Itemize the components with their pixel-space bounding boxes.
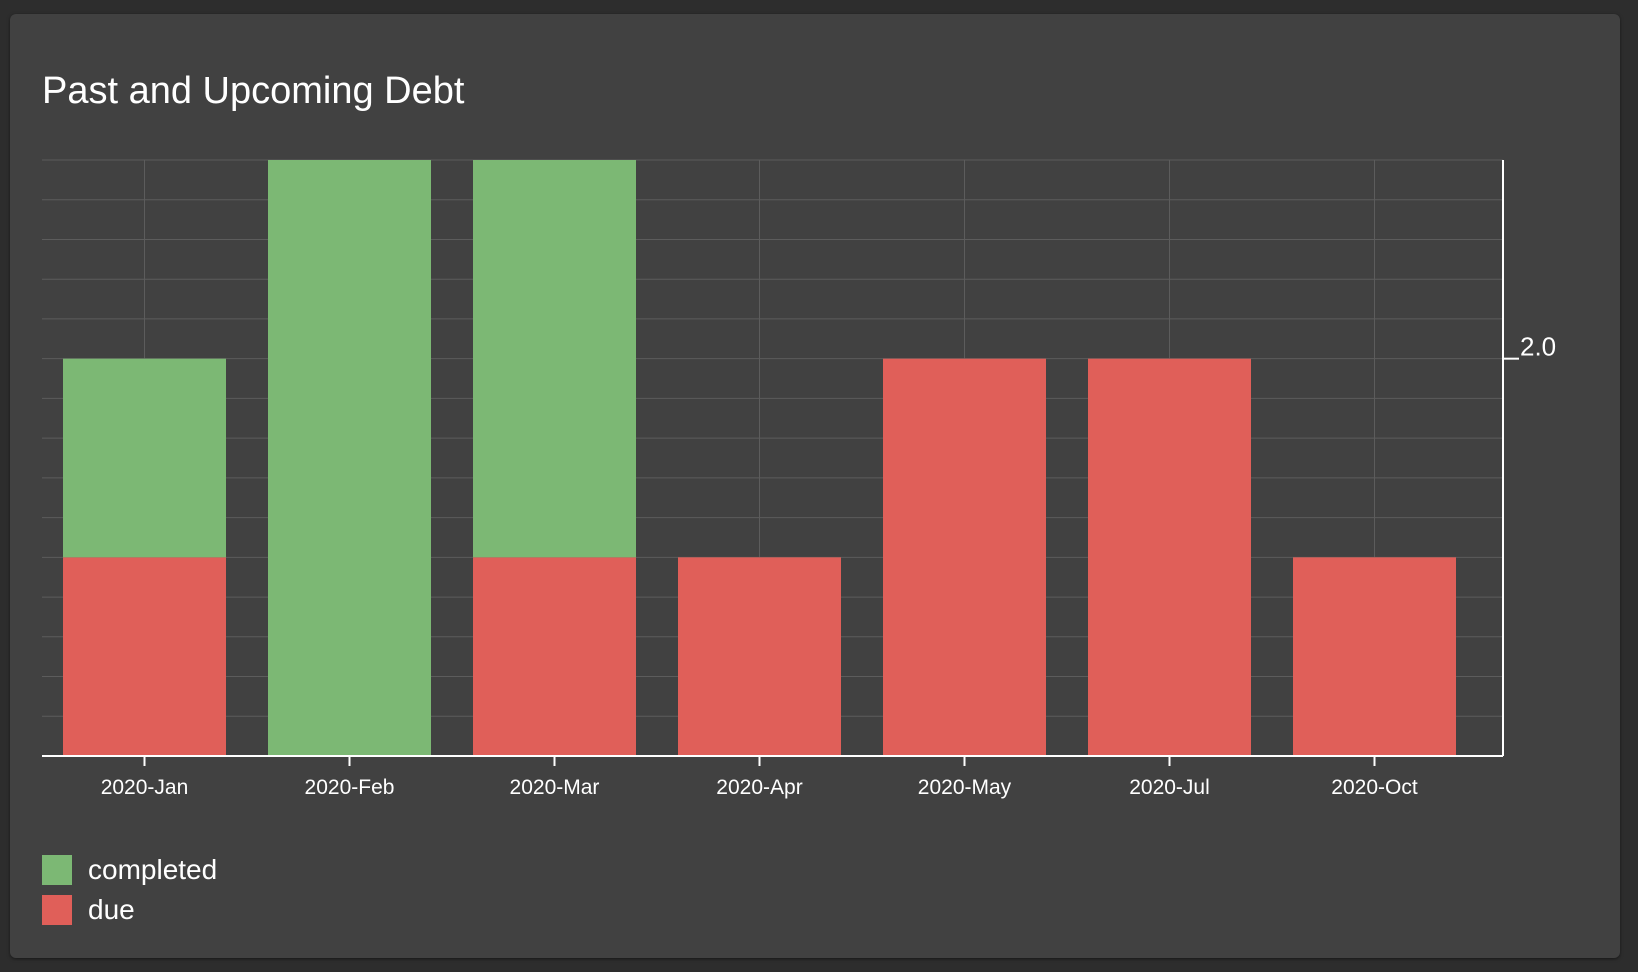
bar-due-2020-Mar[interactable] [473, 557, 636, 756]
bar-completed-2020-Feb[interactable] [268, 160, 431, 756]
chart-card: Past and Upcoming Debt 2020-Jan 2020-Feb 2… [10, 14, 1620, 958]
legend-swatch-completed [42, 855, 72, 885]
legend-swatch-due [42, 895, 72, 925]
bar-due-2020-Jan[interactable] [63, 557, 226, 756]
debt-bar-chart: 2020-Jan 2020-Feb 2020-Mar 2020-Apr 2020-May… [42, 159, 1556, 799]
axes: 2020-Jan 2020-Feb 2020-Mar 2020-Apr 2020-May… [42, 160, 1556, 799]
bar-completed-2020-Mar[interactable] [473, 160, 636, 558]
bar-due-2020-May[interactable] [883, 358, 1046, 756]
x-tick-label: 2020-Jan [101, 776, 189, 799]
x-tick-label: 2020-Feb [305, 776, 395, 799]
bar-due-2020-Jul[interactable] [1088, 358, 1251, 756]
legend-label-due: due [88, 894, 135, 925]
x-tick-label: 2020-Mar [510, 776, 600, 799]
bar-due-2020-Oct[interactable] [1293, 557, 1456, 756]
x-tick-label: 2020-Oct [1331, 776, 1418, 799]
x-tick-label: 2020-May [918, 776, 1012, 799]
legend: completed due [42, 850, 217, 930]
legend-item-due[interactable]: due [42, 890, 217, 930]
chart-title: Past and Upcoming Debt [42, 70, 465, 112]
bars [63, 160, 1456, 756]
y-tick-label: 2.0 [1520, 332, 1556, 362]
legend-label-completed: completed [88, 854, 218, 885]
legend-item-completed[interactable]: completed [42, 850, 217, 890]
x-tick-label: 2020-Jul [1129, 776, 1210, 799]
bar-due-2020-Apr[interactable] [678, 557, 841, 756]
x-tick-label: 2020-Apr [716, 776, 802, 799]
bar-completed-2020-Jan[interactable] [63, 358, 226, 558]
